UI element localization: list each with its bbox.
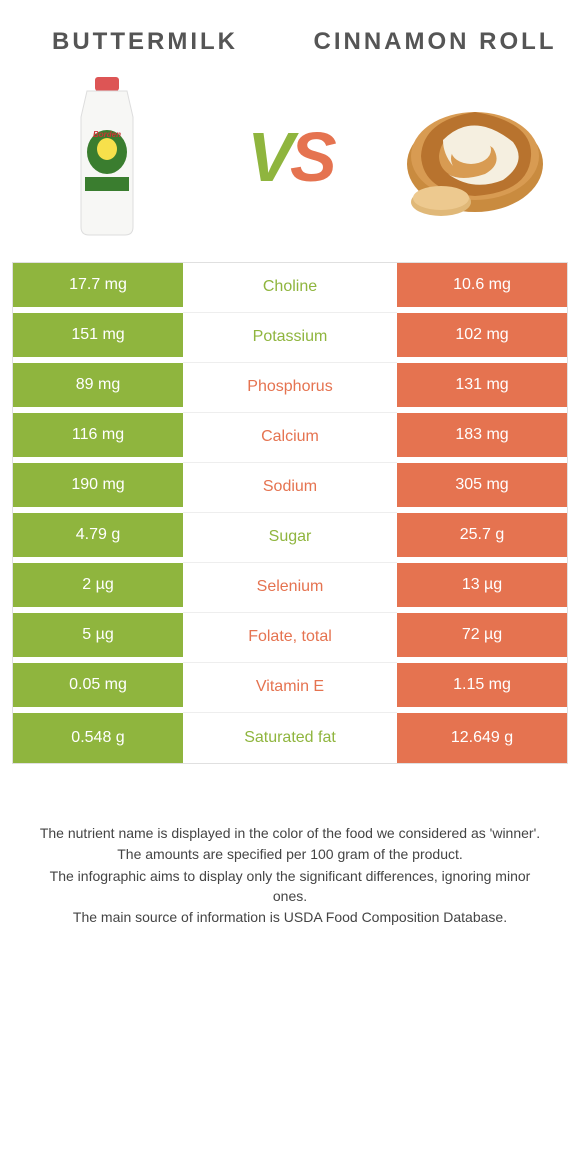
value-left: 0.05 mg: [13, 663, 183, 713]
vs-row: Borden VS: [0, 67, 580, 247]
nutrient-label: Choline: [183, 263, 397, 313]
value-left: 190 mg: [13, 463, 183, 513]
nutrient-label: Calcium: [183, 413, 397, 463]
footnote-line: The infographic aims to display only the…: [35, 867, 545, 906]
nutrient-label: Sodium: [183, 463, 397, 513]
table-row: 0.548 gSaturated fat12.649 g: [13, 713, 567, 763]
table-row: 116 mgCalcium183 mg: [13, 413, 567, 463]
comparison-table: 17.7 mgCholine10.6 mg151 mgPotassium102 …: [12, 262, 568, 764]
footnote-line: The amounts are specified per 100 gram o…: [35, 845, 545, 865]
nutrient-label: Folate, total: [183, 613, 397, 663]
value-right: 10.6 mg: [397, 263, 567, 313]
value-left: 151 mg: [13, 313, 183, 363]
table-row: 190 mgSodium305 mg: [13, 463, 567, 513]
value-right: 72 µg: [397, 613, 567, 663]
nutrient-label: Sugar: [183, 513, 397, 563]
cinnamon-roll-image: [365, 92, 580, 222]
value-left: 17.7 mg: [13, 263, 183, 313]
buttermilk-image: Borden: [0, 77, 215, 237]
food-title-left: BUTTERMILK: [0, 28, 290, 57]
value-left: 5 µg: [13, 613, 183, 663]
footnote-line: The main source of information is USDA F…: [35, 908, 545, 928]
value-right: 183 mg: [397, 413, 567, 463]
table-row: 4.79 gSugar25.7 g: [13, 513, 567, 563]
nutrient-label: Saturated fat: [183, 713, 397, 763]
footnote-line: The nutrient name is displayed in the co…: [35, 824, 545, 844]
nutrient-label: Potassium: [183, 313, 397, 363]
table-row: 151 mgPotassium102 mg: [13, 313, 567, 363]
value-left: 0.548 g: [13, 713, 183, 763]
footnotes: The nutrient name is displayed in the co…: [35, 824, 545, 928]
value-right: 305 mg: [397, 463, 567, 513]
value-right: 13 µg: [397, 563, 567, 613]
vs-s: S: [290, 118, 333, 196]
nutrient-label: Vitamin E: [183, 663, 397, 713]
value-left: 89 mg: [13, 363, 183, 413]
value-right: 102 mg: [397, 313, 567, 363]
value-left: 4.79 g: [13, 513, 183, 563]
value-left: 2 µg: [13, 563, 183, 613]
table-row: 5 µgFolate, total72 µg: [13, 613, 567, 663]
header-row: BUTTERMILK CINNAMON ROLL: [0, 0, 580, 57]
value-right: 25.7 g: [397, 513, 567, 563]
value-right: 12.649 g: [397, 713, 567, 763]
nutrient-label: Selenium: [183, 563, 397, 613]
svg-text:Borden: Borden: [93, 130, 121, 139]
food-title-right: CINNAMON ROLL: [290, 28, 580, 57]
value-left: 116 mg: [13, 413, 183, 463]
vs-v: V: [247, 118, 290, 196]
table-row: 89 mgPhosphorus131 mg: [13, 363, 567, 413]
table-row: 17.7 mgCholine10.6 mg: [13, 263, 567, 313]
nutrient-label: Phosphorus: [183, 363, 397, 413]
value-right: 131 mg: [397, 363, 567, 413]
table-row: 0.05 mgVitamin E1.15 mg: [13, 663, 567, 713]
table-row: 2 µgSelenium13 µg: [13, 563, 567, 613]
value-right: 1.15 mg: [397, 663, 567, 713]
vs-label: VS: [215, 117, 365, 197]
